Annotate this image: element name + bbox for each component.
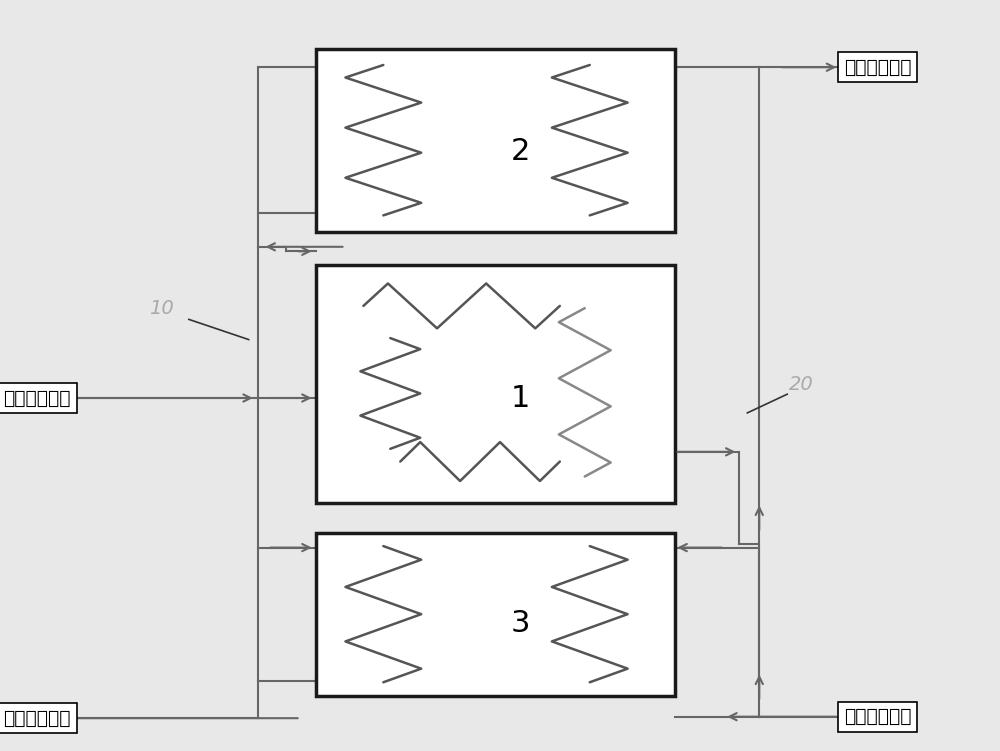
Text: 3: 3 — [510, 610, 530, 638]
Text: 一次网热水进: 一次网热水进 — [3, 388, 71, 408]
Text: 20: 20 — [789, 376, 814, 394]
Bar — [316, 265, 675, 502]
Text: 1: 1 — [510, 384, 530, 412]
Text: 2: 2 — [510, 137, 530, 166]
Text: 二次网热水回: 二次网热水回 — [844, 58, 912, 77]
Text: 10: 10 — [149, 299, 174, 318]
Text: 一次网热水回: 一次网热水回 — [3, 709, 71, 728]
Bar — [316, 532, 675, 695]
Bar — [316, 49, 675, 232]
Text: 二次网热水进: 二次网热水进 — [844, 707, 912, 726]
